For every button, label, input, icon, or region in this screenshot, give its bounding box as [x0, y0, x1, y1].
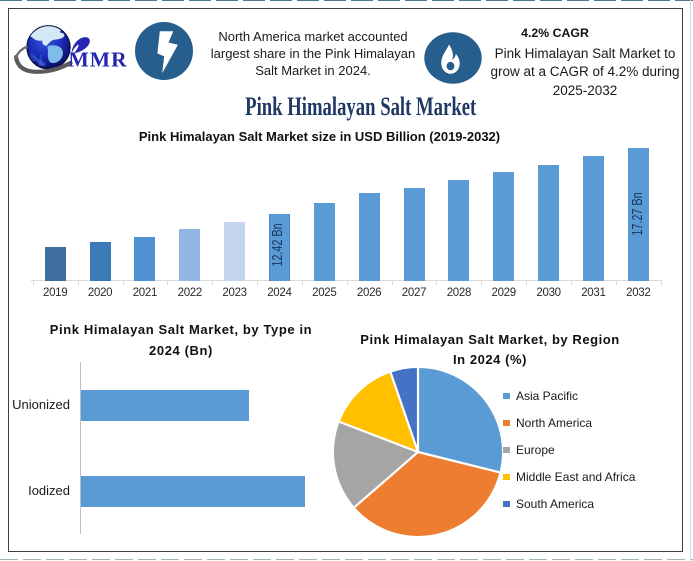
svg-text:MMR: MMR	[69, 48, 128, 72]
